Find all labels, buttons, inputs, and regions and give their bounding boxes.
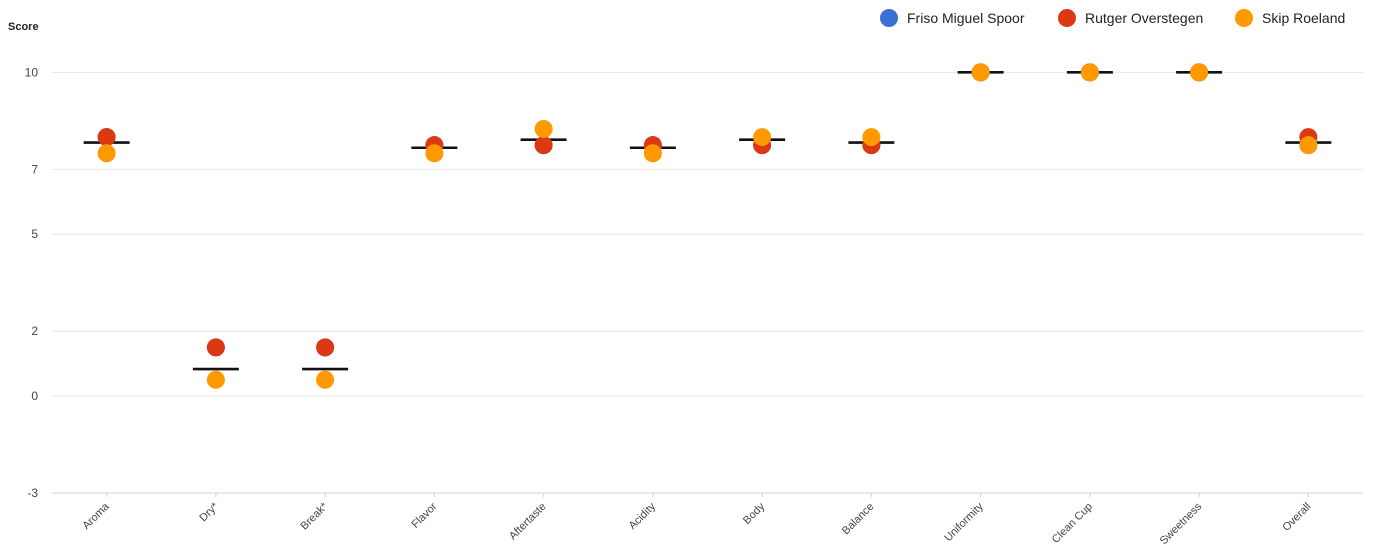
x-tick-label: Balance — [840, 501, 877, 538]
x-tick-label: Overall — [1280, 501, 1313, 534]
y-axis-title: Score — [8, 21, 39, 33]
y-axis-ticks: -3 0 2 5 7 10 — [25, 65, 39, 500]
legend-label: Rutger Overstegen — [1085, 10, 1203, 26]
legend: Friso Miguel Spoor Rutger Overstegen Skip … — [880, 9, 1345, 27]
x-tick-label: Acidity — [627, 500, 659, 532]
x-tick-label: Flavor — [409, 500, 439, 530]
data-point — [316, 370, 335, 389]
x-tick-label: Dry* — [197, 500, 221, 524]
x-tick-label: Break* — [298, 500, 330, 532]
x-tick-label: Uniformity — [942, 500, 986, 544]
x-tick-label: Aftertaste — [507, 501, 549, 543]
y-tick-label: 7 — [31, 162, 38, 176]
y-tick-label: 10 — [25, 65, 39, 79]
grid-lines — [52, 71, 1363, 494]
data-point — [206, 338, 225, 357]
x-axis-ticks: Aroma Dry* Break* Flavor Aftertaste Acidity Bo… — [80, 493, 1313, 547]
y-tick-label: 2 — [31, 324, 38, 338]
data-point — [97, 144, 116, 163]
x-tick-label: Sweetness — [1158, 500, 1205, 547]
average-markers — [83, 71, 1332, 371]
data-point — [971, 63, 990, 82]
x-tick-label: Body — [741, 500, 768, 527]
data-point — [862, 128, 881, 147]
data-point — [643, 144, 662, 163]
y-tick-label: -3 — [27, 486, 38, 500]
data-point — [1190, 63, 1209, 82]
data-point — [534, 119, 553, 138]
x-tick-label: Clean Cup — [1050, 501, 1095, 546]
data-point — [1299, 136, 1318, 155]
data-point — [753, 128, 772, 147]
y-tick-label: 0 — [31, 389, 38, 403]
data-point — [1080, 63, 1099, 82]
data-points — [97, 63, 1318, 389]
legend-swatch — [880, 9, 898, 27]
legend-label: Friso Miguel Spoor — [907, 10, 1025, 26]
y-tick-label: 5 — [31, 227, 38, 241]
x-tick-label: Aroma — [80, 500, 112, 532]
data-point — [534, 136, 553, 155]
legend-swatch — [1235, 9, 1253, 27]
data-point — [97, 128, 116, 147]
data-point — [316, 338, 335, 357]
legend-label: Skip Roeland — [1262, 10, 1345, 26]
legend-swatch — [1058, 9, 1076, 27]
data-point — [206, 370, 225, 389]
data-point — [425, 144, 444, 163]
